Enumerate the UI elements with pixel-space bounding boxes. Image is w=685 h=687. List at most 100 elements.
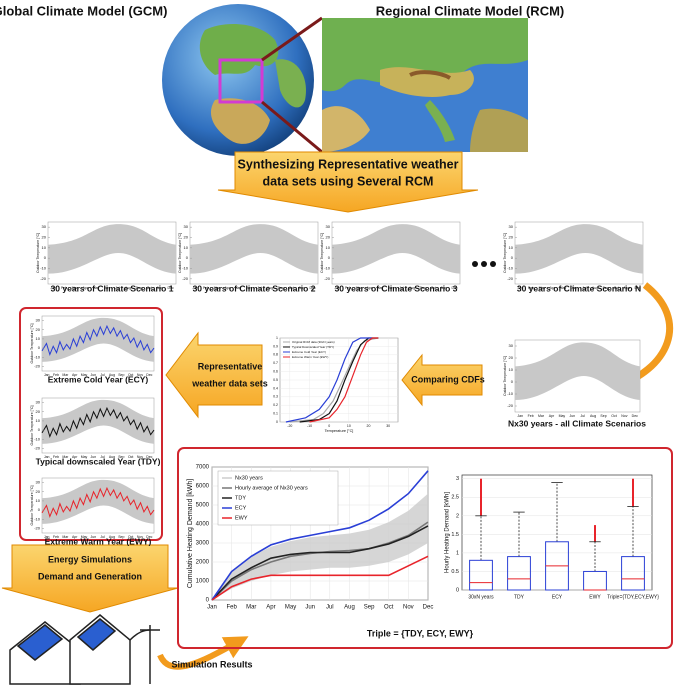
- rcm-title: Regional Climate Model (RCM): [376, 3, 565, 18]
- x-tick-label: Oct: [384, 605, 394, 611]
- x-tick-label: Feb: [226, 605, 237, 611]
- month-label: Jun: [569, 414, 575, 418]
- synthesis-arrow: [217, 151, 479, 213]
- month-label: Oct: [147, 286, 152, 290]
- month-label: Jun: [91, 455, 97, 459]
- y-tick-label: 0: [38, 507, 41, 512]
- cdf-line: [285, 337, 373, 423]
- month-label: Mar: [356, 286, 363, 290]
- series-line: [211, 525, 429, 601]
- month-label: Apr: [367, 286, 373, 290]
- month-label: Dec: [310, 286, 316, 290]
- y-tick-label: -10: [34, 516, 41, 521]
- y-tick-label: 30: [36, 480, 41, 485]
- plot-label: Extreme Cold Year (ECY): [48, 374, 149, 384]
- houses: [9, 614, 160, 685]
- month-label: Aug: [109, 373, 115, 377]
- month-label: Apr: [83, 286, 89, 290]
- month-label: Sep: [603, 286, 609, 290]
- x-tick-label: Jan: [207, 605, 217, 611]
- y-axis-label: Outdoor Temperature [°C]: [320, 233, 324, 273]
- y-tick-label: 30: [326, 224, 331, 229]
- y-tick-label: -20: [34, 363, 41, 368]
- y-axis-label: Outdoor Temperature [°C]: [30, 323, 34, 363]
- month-label: Aug: [125, 286, 131, 290]
- month-label: Jan: [51, 286, 57, 290]
- month-label: Jul: [115, 286, 120, 290]
- month-label: Apr: [225, 286, 231, 290]
- cdf-line: [299, 337, 379, 423]
- month-label: Mar: [539, 286, 546, 290]
- month-label: Jul: [582, 286, 587, 290]
- y-tick-label: 20: [36, 409, 41, 414]
- y-tick-label: 1: [456, 550, 459, 556]
- legend-label: Nx30 years: [235, 475, 263, 481]
- month-label: Jul: [257, 286, 262, 290]
- month-label: Feb: [345, 286, 351, 290]
- representative-text: weather data sets: [191, 378, 268, 388]
- month-label: Jun: [91, 535, 97, 539]
- representative-arrow: [165, 331, 263, 419]
- y-tick-label: 7000: [196, 465, 210, 471]
- x-tick-label: 0: [328, 424, 330, 428]
- energy-arrow: [1, 544, 179, 613]
- legend-label: Extreme Cold Year (ECY): [292, 350, 326, 354]
- regional-map: [322, 18, 528, 152]
- month-label: Mar: [62, 455, 69, 459]
- y-axis-label: Outdoor Temperature [°C]: [503, 356, 507, 396]
- plot-label: Nx30 years - all Climate Scenarios: [508, 418, 646, 428]
- y-tick-label: 0.1: [273, 412, 278, 416]
- x-tick-label: Nov: [403, 605, 414, 611]
- y-tick-label: 0.6: [273, 370, 278, 374]
- plot-label: 30 years of Climate Scenario 2: [193, 283, 316, 293]
- y-tick-label: -20: [40, 276, 47, 281]
- month-label: Dec: [168, 286, 174, 290]
- month-label: Nov: [441, 286, 447, 290]
- y-tick-label: 0.2: [273, 403, 278, 407]
- y-tick-label: -10: [507, 266, 514, 271]
- y-tick-label: 0: [456, 587, 459, 593]
- month-label: Jul: [100, 535, 105, 539]
- y-tick-label: 0.7: [273, 361, 278, 365]
- plot-label: Extreme Warm Year (EWY): [45, 536, 152, 546]
- month-label: Apr: [549, 414, 555, 418]
- y-tick-label: 3: [456, 476, 459, 482]
- month-label: Aug: [409, 286, 415, 290]
- y-tick-label: 30: [36, 400, 41, 405]
- legend-label: ECY: [235, 505, 247, 511]
- y-tick-label: -20: [507, 403, 514, 408]
- legend-label: Hourly average of Nx30 years: [235, 485, 308, 491]
- month-label: Feb: [53, 535, 59, 539]
- y-tick-label: 20: [509, 355, 514, 360]
- legend-label: Typical Downscaled Year (TDY): [292, 345, 334, 349]
- month-label: Sep: [600, 414, 606, 418]
- month-label: Jan: [44, 455, 50, 459]
- y-tick-label: 1: [276, 336, 278, 340]
- month-label: Mar: [62, 535, 69, 539]
- month-label: Aug: [590, 414, 596, 418]
- month-label: May: [93, 286, 100, 290]
- y-tick-label: 0: [328, 255, 331, 260]
- y-tick-label: 20: [42, 235, 47, 240]
- y-tick-label: 0: [511, 379, 514, 384]
- month-label: Dec: [452, 286, 458, 290]
- month-label: May: [559, 414, 566, 418]
- month-label: Jan: [44, 373, 50, 377]
- x-tick-label: May: [285, 605, 296, 611]
- series-line: [211, 470, 429, 601]
- y-tick-label: 20: [326, 235, 331, 240]
- month-label: Sep: [118, 455, 124, 459]
- month-label: Jul: [100, 373, 105, 377]
- y-tick-label: 30: [42, 224, 47, 229]
- month-label: Sep: [278, 286, 284, 290]
- month-label: Jan: [44, 535, 50, 539]
- results-text: Simulation Results: [171, 659, 252, 669]
- month-label: Jul: [580, 414, 585, 418]
- y-tick-label: 0.4: [273, 386, 278, 390]
- x-tick-label: Jul: [326, 605, 334, 611]
- cdf-line: [309, 337, 379, 423]
- month-label: Sep: [136, 286, 142, 290]
- month-label: Sep: [118, 535, 124, 539]
- y-tick-label: 20: [509, 235, 514, 240]
